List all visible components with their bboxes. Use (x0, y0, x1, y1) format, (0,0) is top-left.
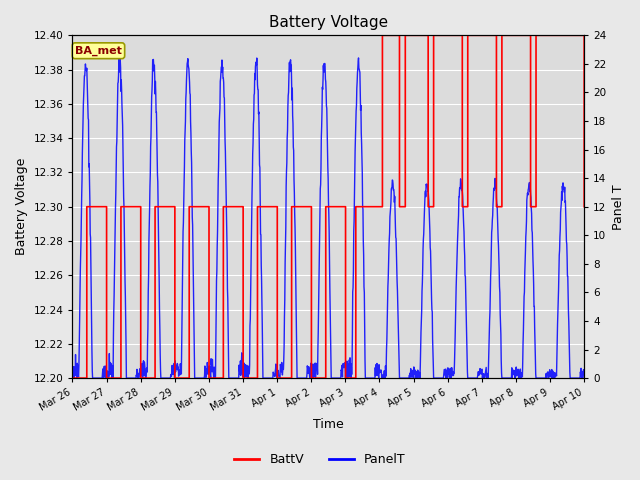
Y-axis label: Battery Voltage: Battery Voltage (15, 158, 28, 255)
Y-axis label: Panel T: Panel T (612, 184, 625, 229)
X-axis label: Time: Time (313, 419, 344, 432)
Title: Battery Voltage: Battery Voltage (269, 15, 388, 30)
Text: BA_met: BA_met (75, 46, 122, 56)
Legend: BattV, PanelT: BattV, PanelT (229, 448, 411, 471)
